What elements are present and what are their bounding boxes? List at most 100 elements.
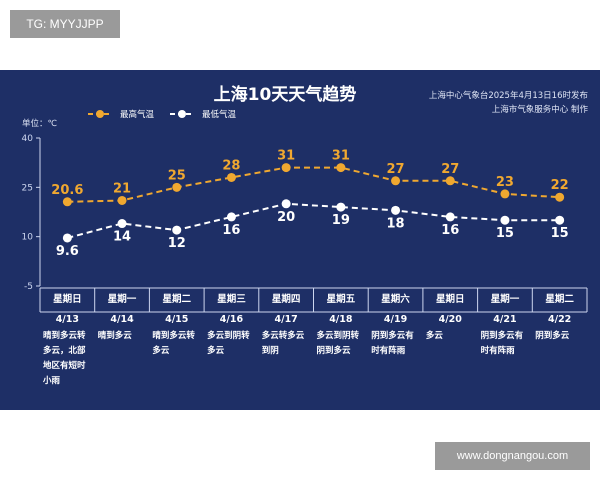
- source-line-1: 上海中心气象台2025年4月13日16时发布: [429, 90, 588, 101]
- high-temp-point: [62, 197, 72, 207]
- category-date: 4/20: [439, 314, 463, 325]
- high-temp-point: [281, 163, 291, 173]
- low-temp-point: [226, 212, 236, 222]
- category-weather: 到阴: [262, 345, 279, 356]
- category-weather: 晴到多云转: [152, 330, 195, 341]
- high-temp-line: [67, 166, 560, 203]
- category-date: 4/17: [274, 314, 297, 325]
- category-weekday: 星期四: [272, 293, 301, 305]
- legend-low-marker: [178, 110, 186, 118]
- high-temp-point: [555, 192, 565, 202]
- category-weather: 阴到多云: [317, 345, 352, 356]
- low-temp-point: [172, 225, 182, 235]
- category-weather: 多云到阴转: [317, 330, 360, 341]
- legend-high-marker: [96, 110, 104, 118]
- category-date: 4/14: [110, 314, 134, 325]
- high-temp-point: [445, 176, 455, 186]
- low-temp-point: [281, 199, 291, 209]
- low-temp-point: [117, 219, 127, 229]
- legend-low-label: 最低气温: [202, 109, 237, 120]
- category-weekday: 星期五: [327, 293, 356, 305]
- high-temp-label: 22: [551, 178, 569, 193]
- low-temp-line: [67, 202, 560, 239]
- low-temp-label: 14: [113, 230, 131, 245]
- category-weather: 多云，北部: [43, 345, 86, 356]
- low-temp-label: 15: [496, 226, 514, 241]
- low-temp-point: [391, 205, 401, 215]
- weather-trend-chart: 上海10天天气趋势 上海中心气象台2025年4月13日16时发布 上海市气象服务…: [22, 84, 589, 386]
- y-tick-label: 10: [22, 233, 34, 243]
- y-tick-label: 25: [22, 183, 33, 193]
- category-date: 4/15: [165, 314, 188, 325]
- high-temp-point: [500, 189, 510, 199]
- category-weather: 阴到多云: [535, 330, 570, 341]
- category-weather: 多云: [207, 345, 225, 356]
- category-grid: [39, 287, 588, 313]
- y-tick-label: -5: [24, 282, 33, 292]
- category-weather: 多云到阴转: [207, 330, 250, 341]
- high-temp-point: [226, 172, 236, 182]
- category-weekday: 星期一: [491, 293, 520, 305]
- category-weather: 多云: [426, 330, 444, 341]
- low-temp-label: 16: [222, 223, 240, 238]
- category-weekday: 星期六: [381, 293, 410, 305]
- category-date: 4/19: [384, 314, 407, 325]
- legend-high-label: 最高气温: [120, 109, 155, 120]
- category-weather: 多云转多云: [262, 330, 305, 341]
- high-temp-label: 20.6: [51, 183, 83, 198]
- low-temp-point: [500, 215, 510, 225]
- low-temp-label: 20: [277, 210, 295, 225]
- category-weather: 时有阵雨: [371, 345, 406, 356]
- watermark-label: www.dongnangou.com: [435, 442, 590, 470]
- legend: 最高气温 最低气温: [88, 109, 237, 120]
- tag-label: TG: MYYJJPP: [10, 10, 120, 38]
- category-weather: 阴到多云有: [481, 330, 524, 341]
- high-temp-point: [391, 176, 401, 186]
- low-temp-label: 19: [332, 213, 350, 228]
- high-temp-label: 23: [496, 175, 514, 190]
- low-temp-point: [62, 233, 72, 243]
- high-temp-label: 21: [113, 181, 131, 196]
- category-weekday: 星期日: [436, 293, 465, 305]
- category-date: 4/16: [220, 314, 244, 325]
- low-temp-label: 16: [441, 223, 459, 238]
- y-axis-label: 单位：℃: [22, 118, 58, 129]
- low-temp-point: [336, 202, 346, 212]
- category-weather: 晴到多云转: [43, 330, 86, 341]
- category-date: 4/13: [56, 314, 79, 325]
- high-temp-label: 31: [332, 149, 350, 164]
- low-temp-label: 15: [551, 226, 569, 241]
- chart-title: 上海10天天气趋势: [214, 84, 357, 105]
- category-weekday: 星期二: [162, 293, 191, 305]
- category-date: 4/18: [329, 314, 353, 325]
- high-temp-point: [117, 195, 127, 205]
- high-temp-point: [172, 182, 182, 192]
- high-temp-label: 28: [222, 158, 240, 173]
- category-weather: 晴到多云: [98, 330, 133, 341]
- high-temp-label: 27: [441, 162, 459, 177]
- high-temp-label: 31: [277, 149, 295, 164]
- high-temp-label: 27: [387, 162, 405, 177]
- source-line-2: 上海市气象服务中心 制作: [492, 104, 589, 115]
- category-weather: 多云: [152, 345, 170, 356]
- y-tick-label: 40: [22, 134, 34, 144]
- category-weather: 时有阵雨: [481, 345, 516, 356]
- low-temp-label: 9.6: [56, 244, 79, 259]
- category-date: 4/22: [548, 314, 571, 325]
- high-temp-point: [336, 163, 346, 173]
- category-weekday: 星期二: [545, 293, 574, 305]
- category-weekday: 星期日: [53, 293, 82, 305]
- chart-panel: 上海10天天气趋势 上海中心气象台2025年4月13日16时发布 上海市气象服务…: [0, 70, 600, 410]
- low-temp-point: [555, 215, 565, 225]
- category-weather: 小雨: [42, 375, 61, 386]
- category-weekday: 星期一: [108, 293, 137, 305]
- low-temp-label: 18: [387, 216, 405, 231]
- high-temp-label: 25: [168, 168, 186, 183]
- low-temp-point: [445, 212, 455, 222]
- category-date: 4/21: [493, 314, 516, 325]
- category-weekday: 星期三: [217, 293, 246, 305]
- category-weather: 阴到多云有: [371, 330, 414, 341]
- series-lines: 20.6 21 25 28 31 31 27 27 23 22 9.6 14 12 16 20 19 18 16 1…: [51, 149, 568, 259]
- category-weather: 地区有短时: [43, 360, 86, 371]
